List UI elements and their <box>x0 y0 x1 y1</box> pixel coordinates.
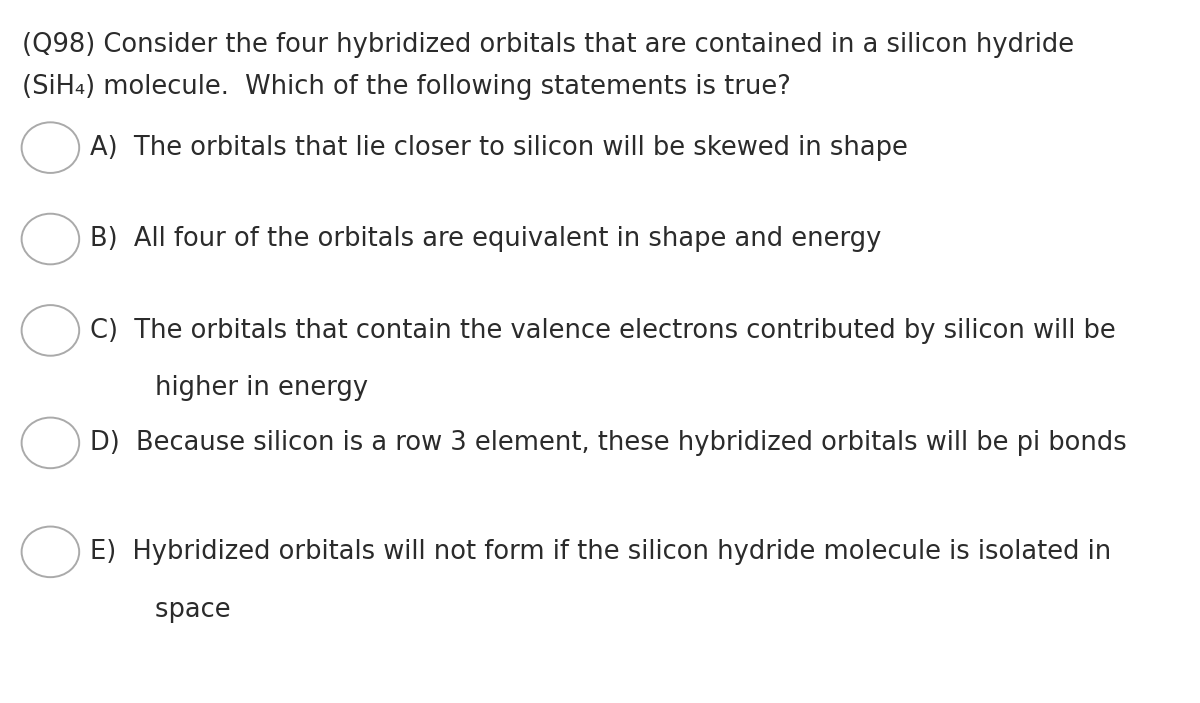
Text: A)  The orbitals that lie closer to silicon will be skewed in shape: A) The orbitals that lie closer to silic… <box>90 135 908 161</box>
Text: (SiH₄) molecule.  Which of the following statements is true?: (SiH₄) molecule. Which of the following … <box>22 74 791 100</box>
Text: space: space <box>90 597 230 623</box>
Text: (Q98) Consider the four hybridized orbitals that are contained in a silicon hydr: (Q98) Consider the four hybridized orbit… <box>22 32 1074 58</box>
Text: higher in energy: higher in energy <box>90 375 368 401</box>
Text: B)  All four of the orbitals are equivalent in shape and energy: B) All four of the orbitals are equivale… <box>90 226 881 252</box>
Text: E)  Hybridized orbitals will not form if the silicon hydride molecule is isolate: E) Hybridized orbitals will not form if … <box>90 539 1111 565</box>
Text: D)  Because silicon is a row 3 element, these hybridized orbitals will be pi bon: D) Because silicon is a row 3 element, t… <box>90 430 1127 456</box>
Text: C)  The orbitals that contain the valence electrons contributed by silicon will : C) The orbitals that contain the valence… <box>90 318 1116 344</box>
